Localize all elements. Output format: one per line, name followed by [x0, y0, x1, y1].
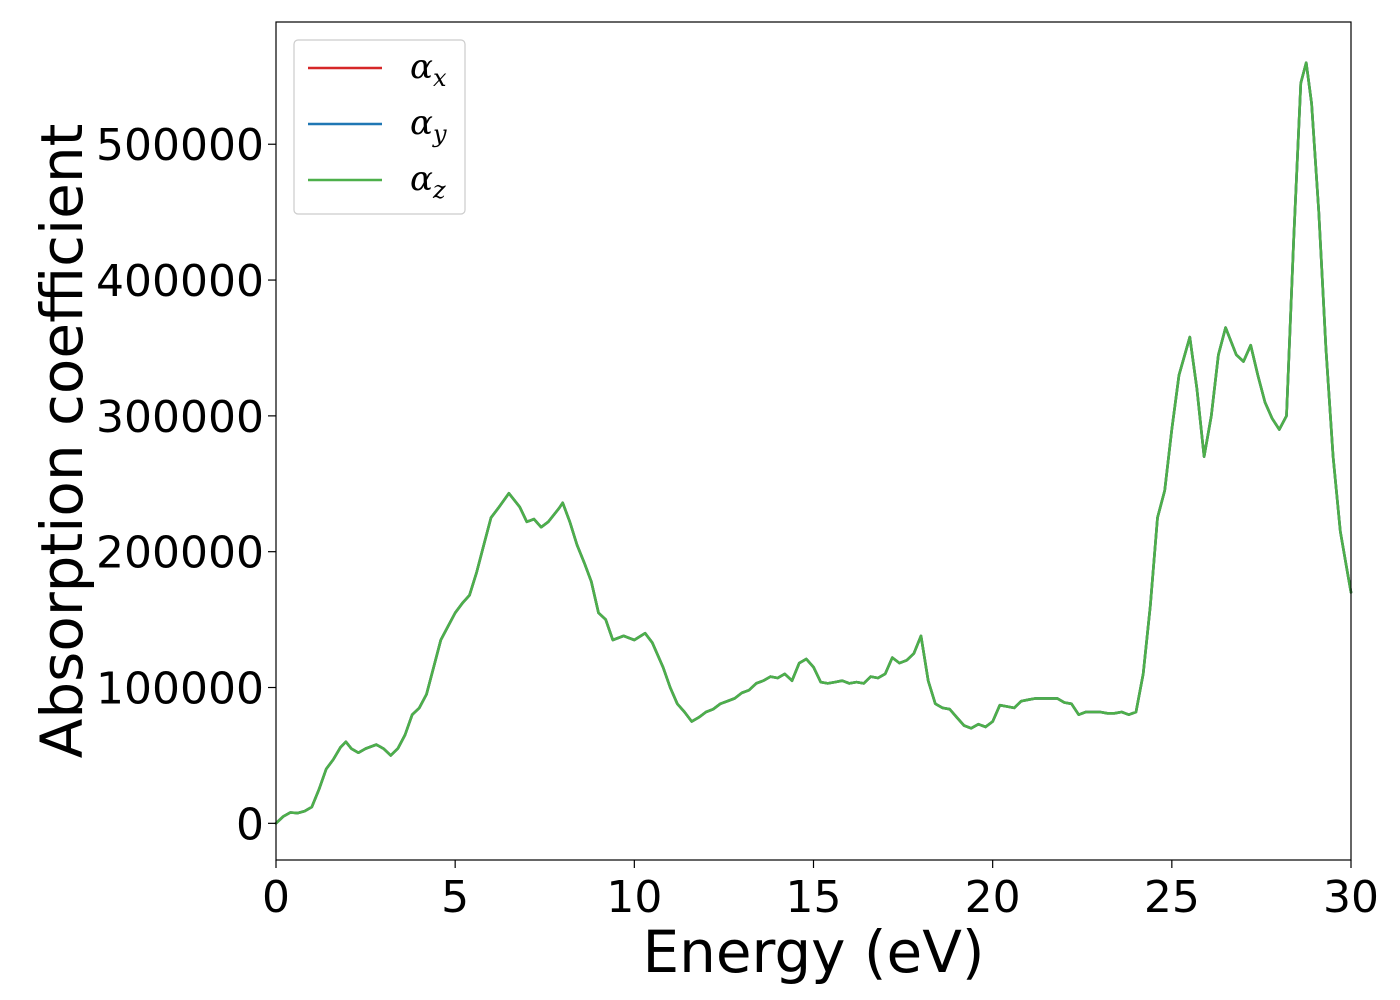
y-tick-label: 300000 [96, 392, 264, 443]
legend-label-alpha-x: αx [410, 47, 447, 92]
legend: αx αy αz [293, 39, 466, 215]
x-tick-label: 5 [441, 872, 469, 923]
legend-label-alpha-y: αy [410, 103, 447, 148]
x-axis-ticks: 0 5 10 15 20 25 30 [262, 860, 1379, 923]
x-tick-label: 25 [1144, 872, 1200, 923]
y-tick-label: 0 [236, 799, 264, 850]
y-axis-ticks: 0 100000 200000 300000 400000 500000 [96, 120, 276, 850]
x-tick-label: 0 [262, 872, 290, 923]
y-tick-label: 500000 [96, 120, 264, 171]
y-tick-label: 200000 [96, 528, 264, 579]
series-layer [274, 61, 1353, 825]
x-tick-label: 30 [1323, 872, 1379, 923]
x-tick-label: 15 [786, 872, 842, 923]
x-axis-label: Energy (eV) [642, 918, 984, 986]
x-tick-label: 10 [606, 872, 662, 923]
series-line-alpha-z [274, 61, 1353, 825]
y-tick-label: 100000 [96, 664, 264, 715]
x-tick-label: 20 [965, 872, 1021, 923]
y-tick-label: 400000 [96, 256, 264, 307]
legend-label-alpha-z: αz [410, 159, 446, 204]
legend-box [293, 39, 466, 215]
y-axis-label: Absorption coefficient [28, 124, 96, 759]
